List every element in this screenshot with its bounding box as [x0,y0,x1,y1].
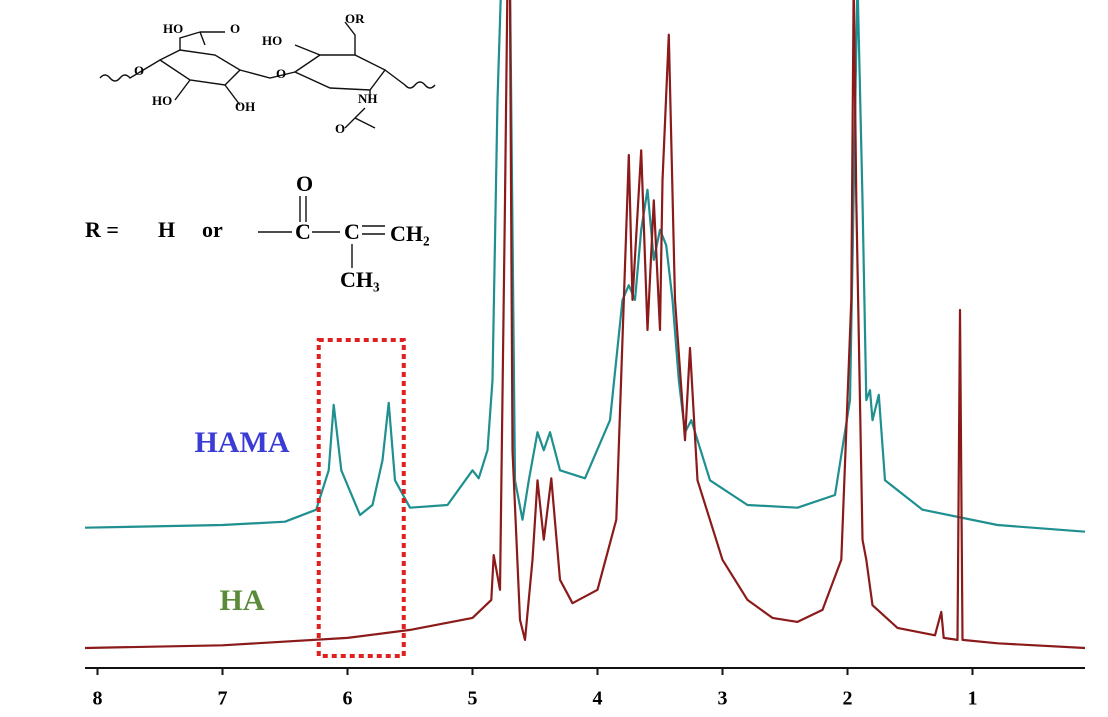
structure-label: NH [358,91,378,106]
series-label: HA [220,584,265,617]
structure-drawing [99,21,436,268]
structure-label: O [134,63,144,78]
x-tick-label: 5 [468,688,478,710]
structure-label: OR [345,11,365,26]
x-tick-label: 8 [93,688,103,710]
structure-label: O [276,66,286,81]
carbon-2: C [344,219,360,244]
ch3: CH₃ [340,267,380,292]
structure-label: O [230,21,240,36]
carbon-1: C [295,219,311,244]
x-tick-label: 7 [218,688,228,710]
r-or: or [202,217,223,242]
highlight-box [316,338,406,658]
x-tick-label: 2 [843,688,853,710]
x-tick-label: 4 [593,688,603,710]
x-tick-label: 6 [343,688,353,710]
ch2: CH₂ [390,221,430,246]
spectrum-line [85,0,1085,533]
series-label: HAMA [195,426,290,459]
structure-label: HO [163,21,183,36]
structure-label: OH [235,99,255,114]
structure-label: O [335,121,345,136]
r-h: H [158,217,175,242]
structure-label: HO [262,33,282,48]
x-tick-label: 3 [718,688,728,710]
spectrum-line [85,0,1085,650]
structure-label: HO [152,93,172,108]
x-tick-label: 1 [968,688,978,710]
carbonyl-o: O [296,171,313,196]
r-label: R = [85,217,119,242]
